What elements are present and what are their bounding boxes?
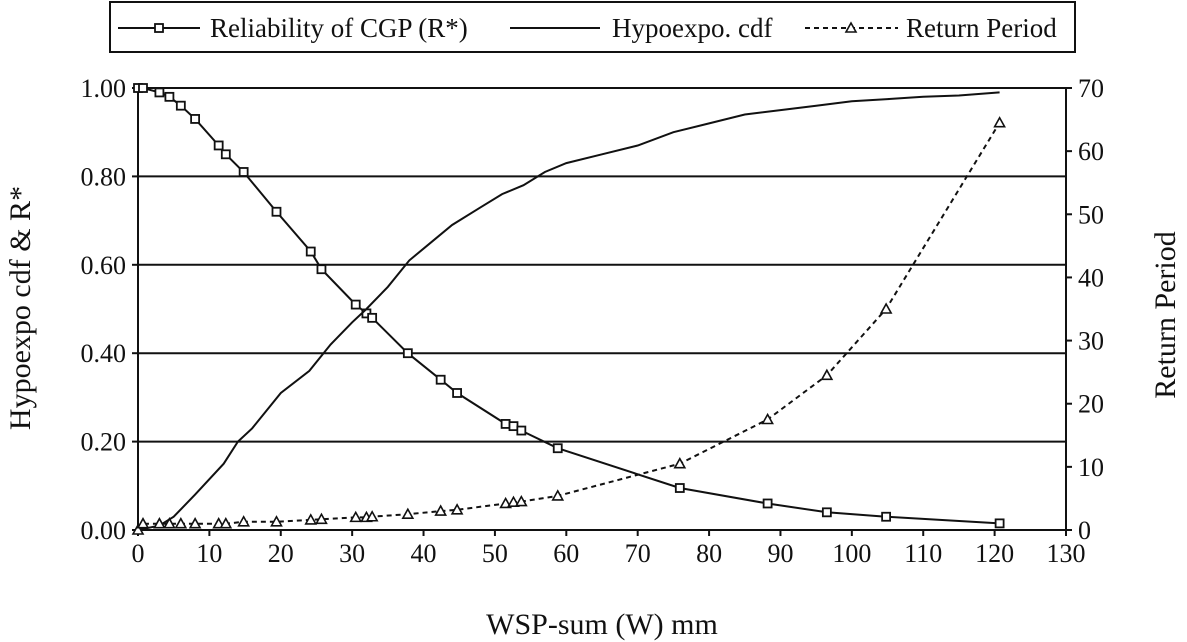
y2-tick-label-5: 50 xyxy=(1078,200,1104,229)
x-tick-label-1: 10 xyxy=(196,539,222,568)
series-0-point-14 xyxy=(367,312,378,323)
y2-tick-label-1: 10 xyxy=(1078,453,1104,482)
series-0-point-23 xyxy=(762,498,773,509)
series-0-point-12 xyxy=(350,299,361,310)
series-2-point-8 xyxy=(237,515,251,527)
x-tick-label-6: 60 xyxy=(553,539,579,568)
series-2-point-3 xyxy=(163,517,176,529)
x-tick-label-10: 100 xyxy=(832,539,871,568)
series-2-point-7 xyxy=(219,517,233,529)
series-0-point-18 xyxy=(500,419,511,429)
series-0-point-2 xyxy=(154,87,165,98)
series-2-point-24 xyxy=(820,368,834,381)
series-2-point-4 xyxy=(174,517,188,529)
series-2-point-10 xyxy=(304,513,318,525)
series-0-point-26 xyxy=(994,518,1005,529)
x-tick-label-9: 90 xyxy=(767,539,793,568)
series-layer xyxy=(131,83,1006,535)
y2-tick-label-6: 60 xyxy=(1078,137,1104,166)
series-2-point-26 xyxy=(993,116,1006,128)
series-line-2 xyxy=(137,122,1001,531)
x-axis-title: WSP-sum (W) mm xyxy=(486,608,718,641)
series-0-point-16 xyxy=(435,374,446,385)
series-0-point-20 xyxy=(516,425,527,436)
series-0-point-24 xyxy=(821,507,832,518)
series-2-point-11 xyxy=(315,512,328,525)
series-2-point-2 xyxy=(153,517,166,529)
series-0-point-7 xyxy=(220,149,231,160)
series-2-point-12 xyxy=(349,510,363,523)
y2-axis-ticks: 0 10 20 30 40 50 60 70 xyxy=(1066,74,1104,545)
y-axis-ticks: 0.00 0.20 0.40 0.60 0.80 1.00 xyxy=(81,74,138,545)
series-0-point-4 xyxy=(175,100,186,111)
series-2-point-16 xyxy=(434,504,448,516)
y2-tick-label-3: 30 xyxy=(1078,327,1104,356)
x-tick-label-4: 40 xyxy=(411,539,437,568)
x-tick-label-7: 70 xyxy=(625,539,651,568)
y2-tick-label-0: 0 xyxy=(1078,516,1091,545)
x-tick-label-2: 20 xyxy=(268,539,294,568)
series-0-point-6 xyxy=(213,140,224,151)
x-tick-label-5: 50 xyxy=(482,539,508,568)
y-tick-label-2: 0.40 xyxy=(81,339,127,368)
y-tick-label-3: 0.60 xyxy=(81,251,127,280)
series-0-point-10 xyxy=(305,246,316,257)
series-2-point-1 xyxy=(136,517,150,529)
series-2-point-25 xyxy=(879,302,893,314)
series-0-point-25 xyxy=(881,511,892,522)
x-tick-label-11: 110 xyxy=(904,539,942,568)
series-2-point-20 xyxy=(514,494,528,507)
series-line-0 xyxy=(138,87,1000,525)
y2-axis-title: Return Period xyxy=(1149,231,1182,398)
x-axis-ticks: 0 10 20 30 40 50 60 70 80 90 100 110 120 130 xyxy=(132,530,1086,568)
y-tick-label-4: 0.80 xyxy=(81,162,127,191)
y2-tick-label-2: 20 xyxy=(1078,390,1104,419)
series-2-point-23 xyxy=(761,412,774,425)
x-tick-label-0: 0 xyxy=(132,539,145,568)
series-0-point-3 xyxy=(164,91,175,102)
y-tick-label-5: 1.00 xyxy=(81,74,127,103)
axes xyxy=(137,88,1067,531)
series-0-point-1 xyxy=(138,83,148,93)
grid xyxy=(138,87,1066,443)
series-0-point-21 xyxy=(552,443,563,454)
series-0-point-8 xyxy=(238,167,249,177)
series-0-point-17 xyxy=(452,388,462,398)
legend-label-reliability: Reliability of CGP (R*) xyxy=(210,13,468,43)
series-2-point-0 xyxy=(131,523,145,535)
y-tick-label-1: 0.20 xyxy=(81,428,127,457)
series-0-point-15 xyxy=(402,348,413,359)
legend-label-cdf: Hypoexpo. cdf xyxy=(612,13,772,43)
series-2-point-19 xyxy=(507,495,520,508)
y2-tick-label-7: 70 xyxy=(1078,74,1104,103)
legend-marker-reliability xyxy=(154,23,164,33)
series-2-point-9 xyxy=(270,515,283,527)
series-2-point-22 xyxy=(673,457,687,469)
y2-tick-label-4: 40 xyxy=(1078,263,1104,292)
series-0-point-11 xyxy=(316,264,327,275)
x-tick-label-3: 30 xyxy=(339,539,365,568)
x-tick-label-8: 80 xyxy=(696,539,722,568)
series-0-point-19 xyxy=(508,421,519,432)
x-tick-label-13: 130 xyxy=(1047,539,1086,568)
legend-label-return-period: Return Period xyxy=(906,13,1057,43)
series-2-point-5 xyxy=(188,517,202,529)
series-0-point-9 xyxy=(271,206,282,217)
y-tick-label-0: 0.00 xyxy=(81,516,127,545)
x-tick-label-12: 120 xyxy=(975,539,1014,568)
legend-marker-return-period xyxy=(844,21,858,33)
series-2-point-15 xyxy=(401,507,415,520)
series-line-1 xyxy=(137,91,1000,531)
series-0-point-22 xyxy=(674,483,685,493)
series-2-point-14 xyxy=(365,510,379,522)
legend: Reliability of CGP (R*) Hypoexpo. cdf Re… xyxy=(109,1,1076,53)
series-2-point-17 xyxy=(450,503,464,515)
series-2-point-21 xyxy=(551,489,565,501)
y-axis-title: Hypoexpo cdf & R* xyxy=(4,186,37,430)
series-0-point-5 xyxy=(190,114,201,124)
